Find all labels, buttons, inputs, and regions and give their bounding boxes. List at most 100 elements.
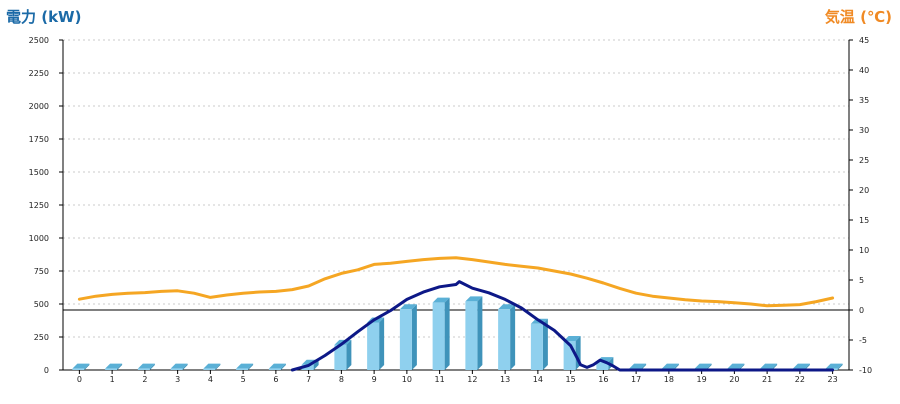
bar-top (170, 363, 188, 369)
bar (367, 317, 385, 370)
bar-top (137, 363, 155, 369)
x-tick-label: 13 (500, 375, 510, 384)
left-tick-label: 250 (34, 333, 49, 342)
right-tick-label: 35 (859, 96, 869, 105)
bar-top (432, 297, 450, 303)
bar-top (825, 363, 843, 369)
x-tick-label: 0 (77, 375, 82, 384)
bar-face (465, 301, 478, 370)
bar-top (727, 363, 745, 369)
bar (203, 363, 221, 370)
x-tick-label: 20 (729, 375, 739, 384)
x-tick-label: 7 (306, 375, 311, 384)
x-tick-label: 2 (142, 375, 147, 384)
bar (170, 363, 188, 370)
bar-top (105, 363, 123, 369)
bar-face (301, 364, 314, 370)
bar-top (465, 296, 483, 302)
left-tick-label: 2250 (29, 69, 49, 78)
bar-top (694, 363, 712, 369)
left-tick-label: 0 (44, 366, 49, 375)
bar-side (215, 363, 221, 370)
bar (498, 304, 516, 370)
bar-side (444, 297, 450, 370)
left-tick-label: 500 (34, 300, 49, 309)
x-tick-label: 17 (631, 375, 641, 384)
bar (268, 363, 286, 370)
bar-face (498, 309, 511, 370)
x-tick-label: 14 (533, 375, 543, 384)
bar-top (498, 304, 516, 310)
bar-side (739, 363, 745, 370)
right-tick-label: 25 (859, 156, 869, 165)
bar-face (399, 309, 412, 370)
x-tick-label: 12 (467, 375, 477, 384)
bar (72, 363, 90, 370)
right-tick-label: -10 (859, 366, 872, 375)
bar-top (760, 363, 778, 369)
bar-side (182, 363, 188, 370)
right-tick-label: 15 (859, 216, 869, 225)
bar-side (706, 363, 712, 370)
bar-side (411, 304, 417, 370)
x-tick-label: 16 (598, 375, 608, 384)
bar-top (236, 363, 254, 369)
bar-face (530, 323, 543, 370)
right-tick-label: 0 (859, 306, 864, 315)
bar-face (72, 368, 85, 370)
bar (236, 363, 254, 370)
bar-side (84, 363, 90, 370)
x-tick-label: 8 (339, 375, 344, 384)
x-tick-label: 11 (435, 375, 445, 384)
x-tick-label: 3 (175, 375, 180, 384)
bar-side (280, 363, 286, 370)
left-tick-label: 1250 (29, 201, 49, 210)
bar-top (268, 363, 286, 369)
x-tick-label: 15 (566, 375, 576, 384)
bar-face (236, 368, 249, 370)
bar-face (367, 322, 380, 370)
bar-top (792, 363, 810, 369)
bar-top (563, 335, 581, 341)
left-tick-label: 1500 (29, 168, 49, 177)
left-tick-label: 750 (34, 267, 49, 276)
bar (432, 297, 450, 370)
left-tick-label: 1750 (29, 135, 49, 144)
right-tick-label: 20 (859, 186, 869, 195)
bar-side (117, 363, 123, 370)
right-tick-label: 45 (859, 36, 869, 45)
bar (399, 304, 417, 370)
bar-top (661, 363, 679, 369)
bar-side (477, 296, 483, 370)
bar-top (399, 304, 417, 310)
bar-side (542, 318, 548, 370)
left-axis-title: 電力 (kW) (6, 8, 82, 26)
x-tick-label: 23 (828, 375, 838, 384)
bar-side (772, 363, 778, 370)
bar-side (673, 363, 679, 370)
x-tick-label: 6 (273, 375, 278, 384)
right-tick-label: 30 (859, 126, 869, 135)
right-tick-label: 10 (859, 246, 869, 255)
x-tick-label: 1 (110, 375, 115, 384)
bar-top (203, 363, 221, 369)
bar-side (313, 359, 319, 370)
x-tick-label: 22 (795, 375, 805, 384)
x-tick-label: 4 (208, 375, 213, 384)
left-tick-label: 1000 (29, 234, 49, 243)
right-tick-label: 5 (859, 276, 864, 285)
bar-side (804, 363, 810, 370)
bar-face (105, 368, 118, 370)
bar-side (379, 317, 385, 370)
bar-side (346, 339, 352, 370)
bar (137, 363, 155, 370)
x-tick-label: 9 (372, 375, 377, 384)
bar-face (170, 368, 183, 370)
bar-side (837, 363, 843, 370)
bar-side (510, 304, 516, 370)
right-tick-label: 40 (859, 66, 869, 75)
right-tick-label: -5 (859, 336, 867, 345)
bar-side (248, 363, 254, 370)
power-line (290, 280, 835, 372)
